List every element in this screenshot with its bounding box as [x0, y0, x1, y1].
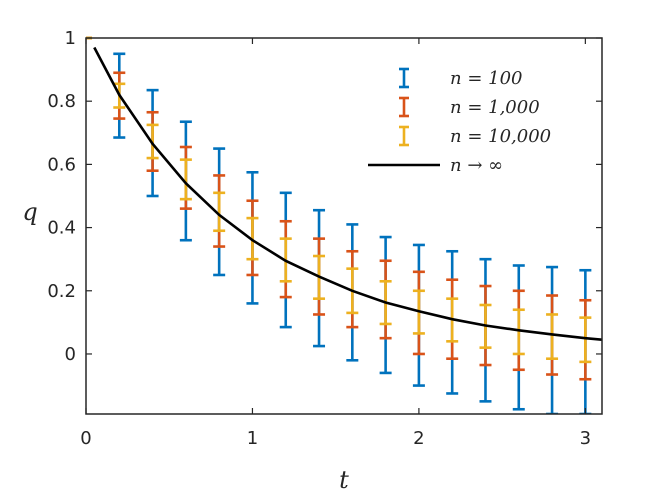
legend-label-0: n = 100 [450, 68, 522, 89]
y-tick-label: 0.2 [47, 281, 76, 302]
y-axis-label: q [22, 198, 37, 226]
x-tick-label: 3 [580, 428, 591, 449]
limit-curve [93, 46, 602, 341]
plot-area-frame [85, 37, 603, 415]
y-tick-label: 1 [65, 28, 76, 49]
series-layer [86, 36, 602, 414]
series-group [86, 36, 602, 414]
legend-label-2: n = 10,000 [450, 126, 551, 147]
x-axis-label: t [339, 466, 349, 494]
y-tick-label: 0 [65, 344, 76, 365]
y-tick-label: 0.6 [47, 154, 76, 175]
legend: n = 100 n = 1,000 n = 10,000 n → ∞ [368, 67, 551, 176]
legend-label-3: n → ∞ [450, 155, 503, 176]
ticks-layer: 0 1 2 3 0 0.2 0.4 0.6 0.8 1 [47, 28, 602, 449]
x-tick-label: 0 [80, 428, 91, 449]
x-tick-label: 2 [413, 428, 424, 449]
y-tick-label: 0.4 [47, 218, 76, 239]
y-tick-label: 0.8 [47, 91, 76, 112]
legend-label-1: n = 1,000 [450, 97, 540, 118]
x-tick-label: 1 [247, 428, 258, 449]
